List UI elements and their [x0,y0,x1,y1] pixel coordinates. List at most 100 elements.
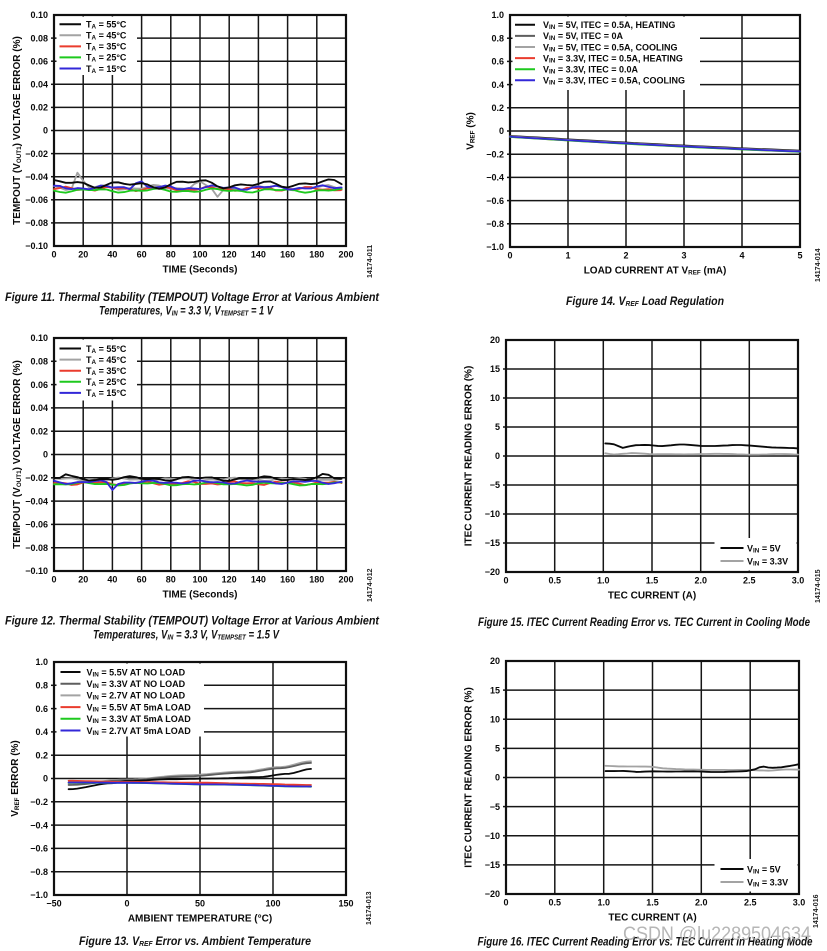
svg-text:2: 2 [623,250,628,260]
svg-text:−0.02: −0.02 [25,149,48,159]
svg-text:0.8: 0.8 [491,33,504,43]
svg-text:15: 15 [490,364,500,374]
svg-text:0.8: 0.8 [35,681,48,691]
svg-text:14174-012: 14174-012 [367,568,374,602]
svg-text:TA = 35°C: TA = 35°C [86,42,127,53]
svg-text:2.0: 2.0 [695,897,708,907]
svg-text:−0.4: −0.4 [486,173,504,183]
svg-text:160: 160 [280,574,295,584]
svg-text:VIN = 3.3V: VIN = 3.3V [747,877,788,888]
svg-text:TA = 15°C: TA = 15°C [86,64,127,75]
svg-text:100: 100 [192,574,207,584]
svg-text:TEC CURRENT (A): TEC CURRENT (A) [608,591,696,602]
svg-text:LOAD CURRENT AT VREF (mA): LOAD CURRENT AT VREF (mA) [584,266,727,277]
svg-text:40: 40 [107,574,117,584]
svg-text:−10: −10 [485,831,500,841]
svg-text:180: 180 [309,249,324,259]
svg-text:150: 150 [338,898,353,908]
svg-text:TA = 35°C: TA = 35°C [86,366,127,377]
svg-text:−0.04: −0.04 [25,172,48,182]
svg-text:14174-016: 14174-016 [813,894,820,928]
svg-text:TA = 25°C: TA = 25°C [86,377,127,388]
svg-text:VIN = 5V: VIN = 5V [747,864,781,875]
svg-text:TA = 15°C: TA = 15°C [86,388,127,399]
svg-text:−0.10: −0.10 [25,566,48,576]
svg-text:80: 80 [166,574,176,584]
svg-text:Figure 16. ITEC Current Readin: Figure 16. ITEC Current Reading Error vs… [478,935,813,949]
svg-text:200: 200 [338,574,353,584]
svg-text:60: 60 [137,574,147,584]
svg-text:3.0: 3.0 [793,897,806,907]
svg-text:14174-014: 14174-014 [815,248,822,282]
svg-text:0.06: 0.06 [30,380,48,390]
svg-text:0: 0 [503,897,508,907]
svg-text:Figure 14. VREF Load Regulatio: Figure 14. VREF Load Regulation [566,294,724,308]
svg-text:VIN = 3.3V AT NO LOAD: VIN = 3.3V AT NO LOAD [87,679,186,690]
svg-text:0.06: 0.06 [30,56,48,66]
svg-text:0: 0 [124,898,129,908]
svg-text:−0.02: −0.02 [25,473,48,483]
svg-text:TIME (Seconds): TIME (Seconds) [162,265,237,276]
svg-text:0.10: 0.10 [30,333,48,343]
svg-text:TEMPOUT (VOUT1) VOLTAGE ERROR: TEMPOUT (VOUT1) VOLTAGE ERROR (%) [12,360,23,549]
svg-text:Temperatures, VIN = 3.3 V, VTE: Temperatures, VIN = 3.3 V, VTEMPSET = 1 … [99,304,274,318]
svg-text:1.5: 1.5 [646,575,659,585]
svg-text:4: 4 [739,250,744,260]
svg-text:VIN = 5.5V AT 5mA LOAD: VIN = 5.5V AT 5mA LOAD [87,702,192,713]
svg-text:2.5: 2.5 [743,575,756,585]
svg-text:200: 200 [338,249,353,259]
svg-text:14174-013: 14174-013 [366,891,373,925]
svg-text:0.4: 0.4 [35,727,48,737]
svg-text:10: 10 [490,393,500,403]
svg-text:20: 20 [78,249,88,259]
svg-text:−5: −5 [490,802,500,812]
svg-text:TA = 45°C: TA = 45°C [86,31,127,42]
svg-text:1: 1 [565,250,570,260]
svg-text:14174-011: 14174-011 [367,245,374,278]
svg-text:140: 140 [251,249,266,259]
svg-text:ITEC CURRENT READING ERROR (%): ITEC CURRENT READING ERROR (%) [464,687,475,868]
svg-text:−15: −15 [485,538,500,548]
svg-text:TEC CURRENT (A): TEC CURRENT (A) [608,913,696,924]
svg-text:−0.8: −0.8 [30,867,48,877]
svg-text:−1.0: −1.0 [486,242,504,252]
svg-text:100: 100 [192,249,207,259]
svg-text:TA = 45°C: TA = 45°C [86,355,127,366]
svg-text:40: 40 [107,249,117,259]
svg-text:0: 0 [43,774,48,784]
svg-text:−0.2: −0.2 [486,149,504,159]
svg-text:Figure 15. ITEC Current Readin: Figure 15. ITEC Current Reading Error vs… [478,615,810,629]
svg-text:−20: −20 [485,889,500,899]
svg-text:TA = 55°C: TA = 55°C [86,20,127,31]
svg-text:−10: −10 [485,509,500,519]
svg-text:−0.04: −0.04 [25,496,48,506]
svg-text:2.5: 2.5 [744,897,757,907]
svg-text:−0.06: −0.06 [25,520,48,530]
svg-text:−0.6: −0.6 [486,196,504,206]
svg-text:Temperatures, VIN = 3.3 V, VTE: Temperatures, VIN = 3.3 V, VTEMPSET = 1.… [93,628,280,642]
svg-text:ITEC CURRENT READING ERROR (%): ITEC CURRENT READING ERROR (%) [464,366,475,547]
svg-text:−0.2: −0.2 [30,797,48,807]
svg-text:−0.8: −0.8 [486,219,504,229]
svg-text:1.0: 1.0 [597,575,610,585]
svg-text:160: 160 [280,249,295,259]
svg-text:0: 0 [495,773,500,783]
svg-text:50: 50 [195,898,205,908]
svg-text:15: 15 [490,685,500,695]
svg-text:VIN = 5V, ITEC = 0A: VIN = 5V, ITEC = 0A [543,31,624,42]
svg-text:2.0: 2.0 [694,575,707,585]
svg-text:14174-015: 14174-015 [815,569,822,603]
svg-text:0: 0 [43,450,48,460]
svg-text:Figure 12. Thermal Stability (: Figure 12. Thermal Stability (TEMPOUT) V… [5,614,380,628]
svg-text:120: 120 [222,249,237,259]
svg-text:0: 0 [499,126,504,136]
svg-text:0.6: 0.6 [35,704,48,714]
svg-text:VIN = 2.7V AT 5mA LOAD: VIN = 2.7V AT 5mA LOAD [87,726,192,737]
svg-text:0.10: 0.10 [30,10,48,20]
svg-text:TEMPOUT (VOUT1) VOLTAGE ERROR: TEMPOUT (VOUT1) VOLTAGE ERROR (%) [12,36,23,225]
svg-text:VREF (%): VREF (%) [466,112,477,150]
svg-text:1.0: 1.0 [491,10,504,20]
svg-text:−15: −15 [485,860,500,870]
svg-text:5: 5 [797,250,802,260]
svg-text:−0.08: −0.08 [25,543,48,553]
